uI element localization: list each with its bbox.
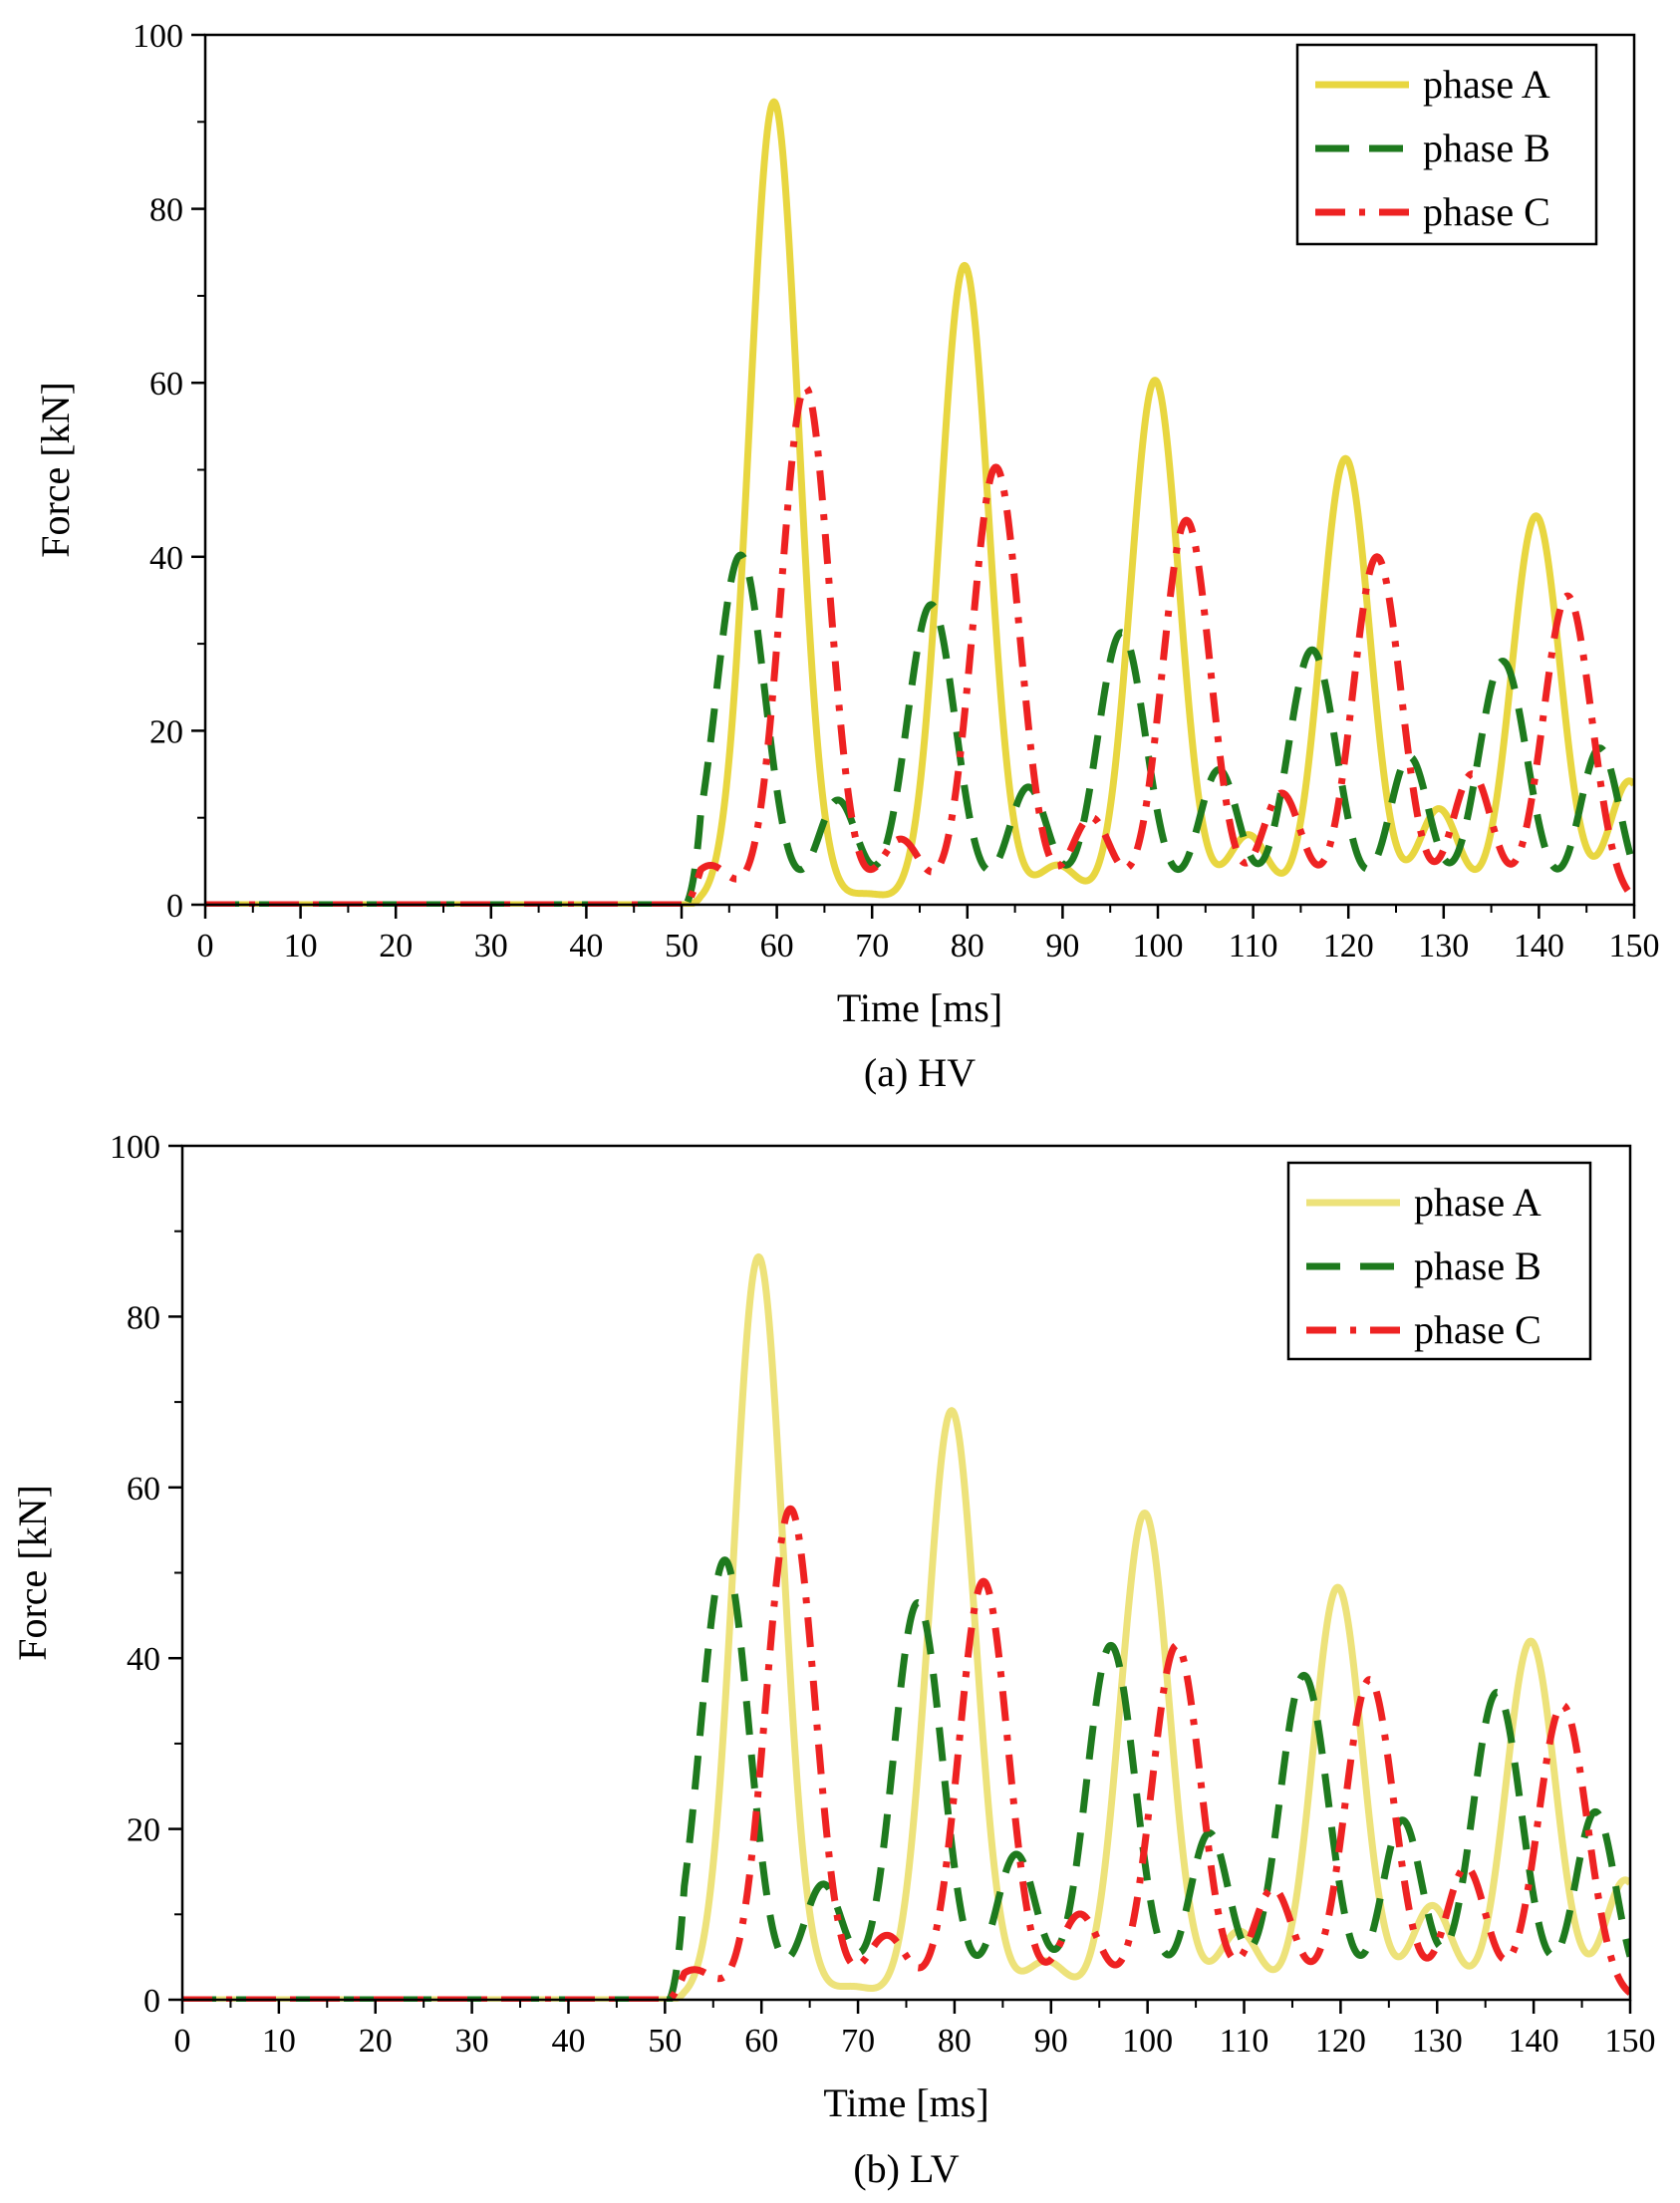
chart-a: 0 10 20 30 40 50 60 70 80 90 100 110 120 130 140 150 0 20… [33, 18, 1660, 1095]
subplot-caption: (b) LV [853, 2146, 959, 2191]
legend-label: phase A [1423, 62, 1550, 107]
x-tick-label: 140 [1514, 928, 1564, 964]
y-tick-label: 80 [149, 192, 183, 229]
x-tick-label: 50 [665, 928, 699, 964]
y-tick-label: 0 [166, 888, 183, 925]
y-tick-label: 0 [143, 1983, 160, 2020]
x-axis-title: Time [ms] [837, 985, 1002, 1030]
x-tick-label: 0 [174, 2023, 191, 2060]
legend-label: phase B [1414, 1243, 1541, 1288]
legend-box [1286, 1161, 1592, 1361]
series-lines [182, 1252, 1630, 2002]
x-tick-label: 20 [379, 928, 413, 964]
legend-label: phase C [1414, 1307, 1541, 1352]
x-tick-label: 150 [1609, 928, 1660, 964]
subplot-caption: (a) HV [864, 1050, 976, 1095]
x-tick-label: 10 [284, 928, 318, 964]
x-tick-label: 90 [1034, 2023, 1068, 2060]
x-tick-label: 100 [1122, 2023, 1173, 2060]
x-tick-label: 70 [855, 928, 889, 964]
x-tick-label: 30 [455, 2023, 489, 2060]
y-tick-label: 100 [110, 1129, 160, 1166]
y-axis-title: Force [kN] [10, 1485, 55, 1661]
x-tick-label: 100 [1133, 928, 1184, 964]
x-tick-label: 50 [648, 2023, 682, 2060]
legend: phase A phase B phase C [1286, 1161, 1592, 1361]
x-tick-label: 70 [841, 2023, 875, 2060]
series-line-phase-c [182, 1505, 1630, 2002]
legend-box [1295, 43, 1598, 246]
x-tick-label: 0 [197, 928, 214, 964]
x-tick-label: 120 [1315, 2023, 1366, 2060]
x-tick-label: 110 [1220, 2023, 1269, 2060]
series-line-phase-b [205, 551, 1634, 907]
x-tick-label: 60 [744, 2023, 778, 2060]
y-tick-label: 60 [149, 366, 183, 403]
x-tick-label: 30 [474, 928, 508, 964]
legend-label: phase A [1414, 1180, 1541, 1225]
y-tick-label: 60 [127, 1471, 160, 1508]
y-tick-label: 20 [127, 1812, 160, 1849]
x-tick-label: 150 [1605, 2023, 1656, 2060]
series-line-phase-c [205, 384, 1634, 907]
x-tick-label: 80 [938, 2023, 972, 2060]
y-tick-label: 40 [127, 1641, 160, 1678]
y-tick-label: 100 [133, 18, 183, 55]
x-tick-label: 60 [760, 928, 794, 964]
y-tick-label: 20 [149, 713, 183, 750]
x-tick-label: 140 [1509, 2023, 1559, 2060]
x-tick-label: 80 [951, 928, 984, 964]
x-tick-label: 110 [1229, 928, 1278, 964]
x-tick-label: 40 [551, 2023, 585, 2060]
x-axis-title: Time [ms] [823, 2080, 988, 2125]
y-axis-title: Force [kN] [33, 382, 78, 558]
y-tick-label: 80 [127, 1299, 160, 1336]
y-tick-label: 40 [149, 540, 183, 577]
x-tick-label: 130 [1412, 2023, 1463, 2060]
legend-label: phase C [1423, 189, 1550, 234]
legend: phase A phase B phase C [1295, 43, 1598, 246]
legend-label: phase B [1423, 126, 1550, 170]
x-tick-label: 40 [569, 928, 603, 964]
x-tick-label: 10 [262, 2023, 296, 2060]
x-tick-label: 130 [1418, 928, 1469, 964]
x-tick-label: 20 [359, 2023, 393, 2060]
chart-b: 0 10 20 30 40 50 60 70 80 90 100 110 120 130 140 150 0 20… [10, 1129, 1656, 2191]
x-tick-label: 120 [1323, 928, 1374, 964]
x-tick-label: 90 [1045, 928, 1079, 964]
